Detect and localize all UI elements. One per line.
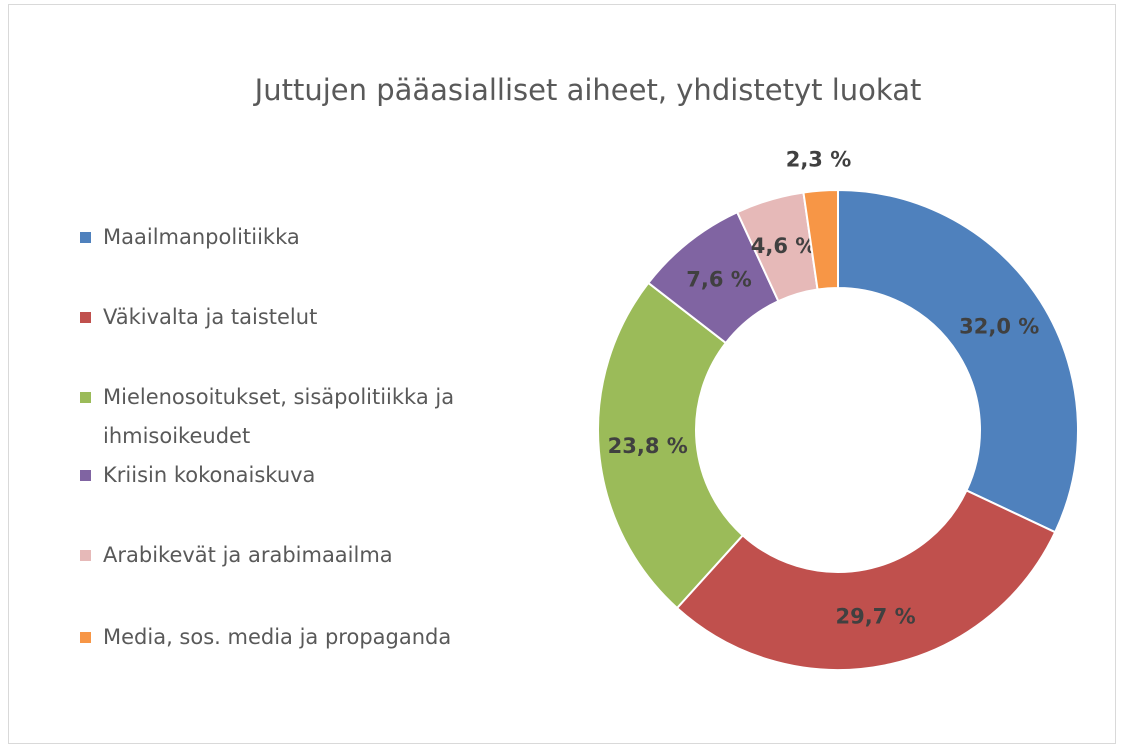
donut-slice: [837, 188, 1079, 534]
legend-label: Kriisin kokonaiskuva: [103, 463, 316, 487]
legend-swatch: [80, 470, 91, 481]
data-label: 29,7 %: [835, 604, 915, 628]
donut-slice: [597, 281, 745, 610]
data-label: 7,6 %: [686, 268, 752, 292]
legend-item: Väkivalta ja taistelut: [80, 298, 540, 337]
legend-swatch: [80, 232, 91, 243]
legend-swatch: [80, 550, 91, 561]
legend-label: Väkivalta ja taistelut: [103, 305, 318, 329]
data-label: 4,6 %: [751, 234, 817, 258]
legend-label: Maailmanpolitiikka: [103, 225, 300, 249]
legend-label: Mielenosoitukset, sisäpolitiikka ja ihmi…: [103, 385, 455, 448]
legend-item: Maailmanpolitiikka: [80, 218, 540, 257]
legend-item: Mielenosoitukset, sisäpolitiikka ja ihmi…: [80, 378, 540, 456]
data-label: 32,0 %: [959, 315, 1039, 339]
legend-item: Media, sos. media ja propaganda: [80, 618, 540, 657]
donut-slice: [802, 188, 839, 291]
legend-swatch: [80, 632, 91, 643]
legend-item: Arabikevät ja arabimaailma: [80, 536, 540, 575]
chart-title: Juttujen pääasialliset aiheet, yhdistety…: [253, 73, 922, 107]
data-label: 23,8 %: [608, 434, 688, 458]
legend-item: Kriisin kokonaiskuva: [80, 456, 540, 495]
legend-label: Arabikevät ja arabimaailma: [103, 543, 393, 567]
legend-swatch: [80, 392, 91, 403]
legend-label: Media, sos. media ja propaganda: [103, 625, 452, 649]
donut-slice: [675, 489, 1057, 671]
data-label: 2,3 %: [786, 148, 852, 172]
legend-swatch: [80, 312, 91, 323]
